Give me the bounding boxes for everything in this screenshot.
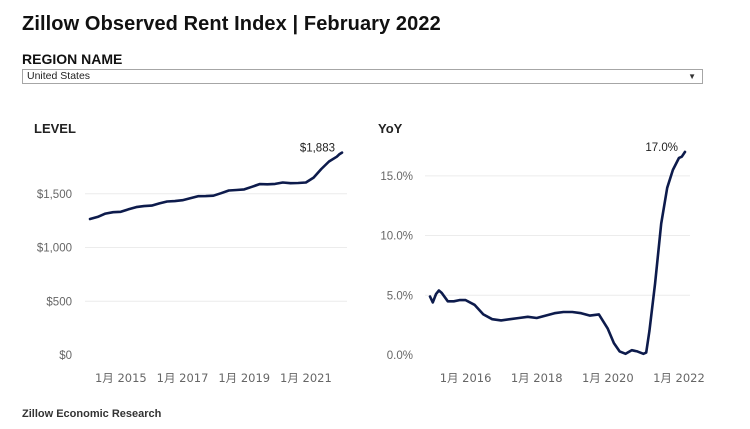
yoy-series-line (428, 150, 687, 356)
level-y-tick-label: $1,500 (37, 189, 72, 201)
yoy-chart-title: YoY (378, 121, 403, 136)
region-select[interactable]: United States ▼ (22, 69, 703, 84)
chevron-down-icon[interactable]: ▼ (688, 72, 696, 81)
level-end-value-label: $1,883 (300, 143, 335, 155)
level-y-tick-label: $500 (46, 296, 72, 308)
level-x-tick-label: 1月 2019 (218, 371, 270, 385)
yoy-y-tick-label: 15.0% (380, 171, 413, 183)
region-select-value: United States (27, 70, 91, 82)
yoy-y-tick-label: 0.0% (387, 350, 413, 362)
level-y-tick-label: $0 (59, 350, 72, 362)
yoy-end-value-label: 17.0% (645, 142, 678, 154)
level-series-line (88, 151, 344, 221)
yoy-x-tick-label: 1月 2018 (511, 371, 563, 385)
region-name-label: REGION NAME (22, 51, 123, 67)
footer-credit: Zillow Economic Research (22, 408, 162, 420)
level-y-tick-label: $1,000 (37, 243, 72, 255)
level-x-tick-label: 1月 2021 (280, 371, 332, 385)
yoy-x-tick-label: 1月 2022 (653, 371, 705, 385)
page-title: Zillow Observed Rent Index | February 20… (22, 13, 441, 35)
yoy-y-tick-label: 10.0% (380, 231, 413, 243)
yoy-x-tick-label: 1月 2016 (440, 371, 492, 385)
yoy-y-tick-label: 5.0% (387, 290, 413, 302)
level-x-tick-label: 1月 2015 (95, 371, 147, 385)
level-x-tick-label: 1月 2017 (157, 371, 209, 385)
level-chart-title: LEVEL (34, 121, 76, 136)
yoy-x-tick-label: 1月 2020 (582, 371, 634, 385)
